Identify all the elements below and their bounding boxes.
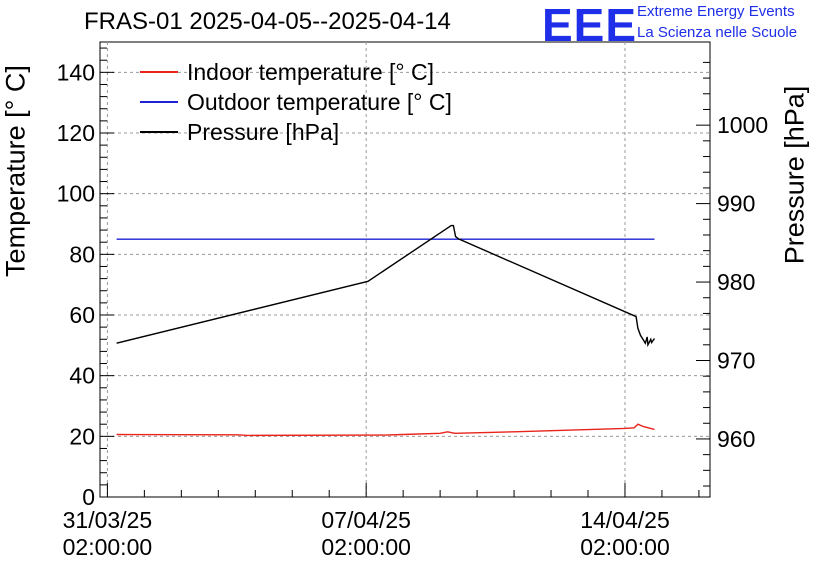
legend-swatch-outdoor bbox=[140, 101, 178, 103]
series-line-indoor bbox=[117, 424, 655, 435]
y-left-tick-label: 40 bbox=[69, 363, 95, 389]
x-tick-time: 02:00:00 bbox=[42, 534, 172, 561]
y-left-tick-label: 140 bbox=[57, 59, 95, 85]
legend-label-outdoor: Outdoor temperature [° C] bbox=[187, 89, 452, 116]
x-tick-label: 14/04/25 02:00:00 bbox=[560, 507, 690, 561]
x-tick-time: 02:00:00 bbox=[560, 534, 690, 561]
y-right-tick-label: 970 bbox=[717, 348, 755, 374]
y-left-tick-label: 20 bbox=[69, 423, 95, 449]
legend-label-pressure: Pressure [hPa] bbox=[187, 119, 339, 146]
y-right-tick-label: 960 bbox=[717, 426, 755, 452]
legend-item-indoor: Indoor temperature [° C] bbox=[140, 58, 434, 86]
chart-title: FRAS-01 2025-04-05--2025-04-14 bbox=[84, 8, 451, 36]
legend-swatch-pressure bbox=[140, 131, 178, 133]
y-axis-right-label: Pressure [hPa] bbox=[780, 86, 811, 265]
y-left-tick-label: 100 bbox=[57, 181, 95, 207]
y-left-tick-label: 60 bbox=[69, 302, 95, 328]
legend-item-outdoor: Outdoor temperature [° C] bbox=[140, 88, 452, 116]
x-tick-date: 14/04/25 bbox=[560, 507, 690, 534]
series-lines bbox=[117, 226, 655, 436]
legend-item-pressure: Pressure [hPa] bbox=[140, 118, 339, 146]
x-tick-label: 31/03/25 02:00:00 bbox=[42, 507, 172, 561]
y-left-tick-label: 80 bbox=[69, 241, 95, 267]
y-axis-left-label: Temperature [° C] bbox=[1, 65, 32, 277]
eee-logo: EEE bbox=[542, 2, 637, 48]
x-tick-time: 02:00:00 bbox=[301, 534, 431, 561]
y-right-tick-label: 990 bbox=[717, 191, 755, 217]
x-tick-date: 31/03/25 bbox=[42, 507, 172, 534]
legend-swatch-indoor bbox=[140, 71, 178, 73]
x-tick-label: 07/04/25 02:00:00 bbox=[301, 507, 431, 561]
x-tick-date: 07/04/25 bbox=[301, 507, 431, 534]
y-right-tick-label: 1000 bbox=[717, 112, 768, 138]
series-line-pressure bbox=[117, 226, 655, 345]
legend-label-indoor: Indoor temperature [° C] bbox=[187, 59, 434, 86]
y-left-tick-label: 120 bbox=[57, 120, 95, 146]
y-right-tick-label: 980 bbox=[717, 269, 755, 295]
logo-subtitle-2: La Scienza nelle Scuole bbox=[637, 24, 797, 41]
logo-subtitle-1: Extreme Energy Events bbox=[637, 3, 795, 20]
